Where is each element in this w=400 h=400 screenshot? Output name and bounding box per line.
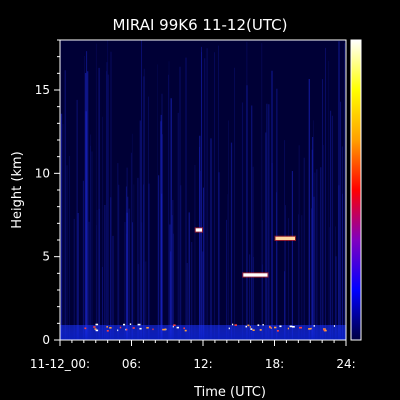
x-tick-label: 06: (122, 357, 141, 371)
y-axis-label: Height (km) (10, 151, 25, 228)
x-axis-label: Time (UTC) (193, 385, 266, 400)
x-tick-label: 18: (265, 357, 284, 371)
y-tick-label: 0 (42, 333, 50, 347)
y-tick-label: 10 (35, 166, 50, 180)
region-near-surface-echoes (84, 323, 335, 332)
y-tick-label: 15 (35, 83, 50, 97)
region-boundary-layer (60, 325, 346, 340)
plot-background (60, 40, 346, 340)
x-tick-label: 12: (193, 357, 212, 371)
region-cloud-layer (242, 272, 269, 278)
chart-title: MIRAI 99K6 11-12(UTC) (113, 16, 288, 34)
echo-regions (60, 227, 346, 340)
region-cloud-layer (274, 235, 296, 241)
x-tick-label: 11-12_00: (30, 357, 90, 371)
colorbar (350, 39, 362, 341)
x-tick-label: 24: (336, 357, 355, 371)
region-cloud-layer (194, 227, 203, 233)
y-tick-label: 5 (42, 250, 50, 264)
x-axis: 11-12_00: 06: 12: 18: 24: (30, 340, 356, 371)
signal-streaks (60, 40, 346, 340)
y-axis: 0 5 10 15 (35, 39, 60, 347)
